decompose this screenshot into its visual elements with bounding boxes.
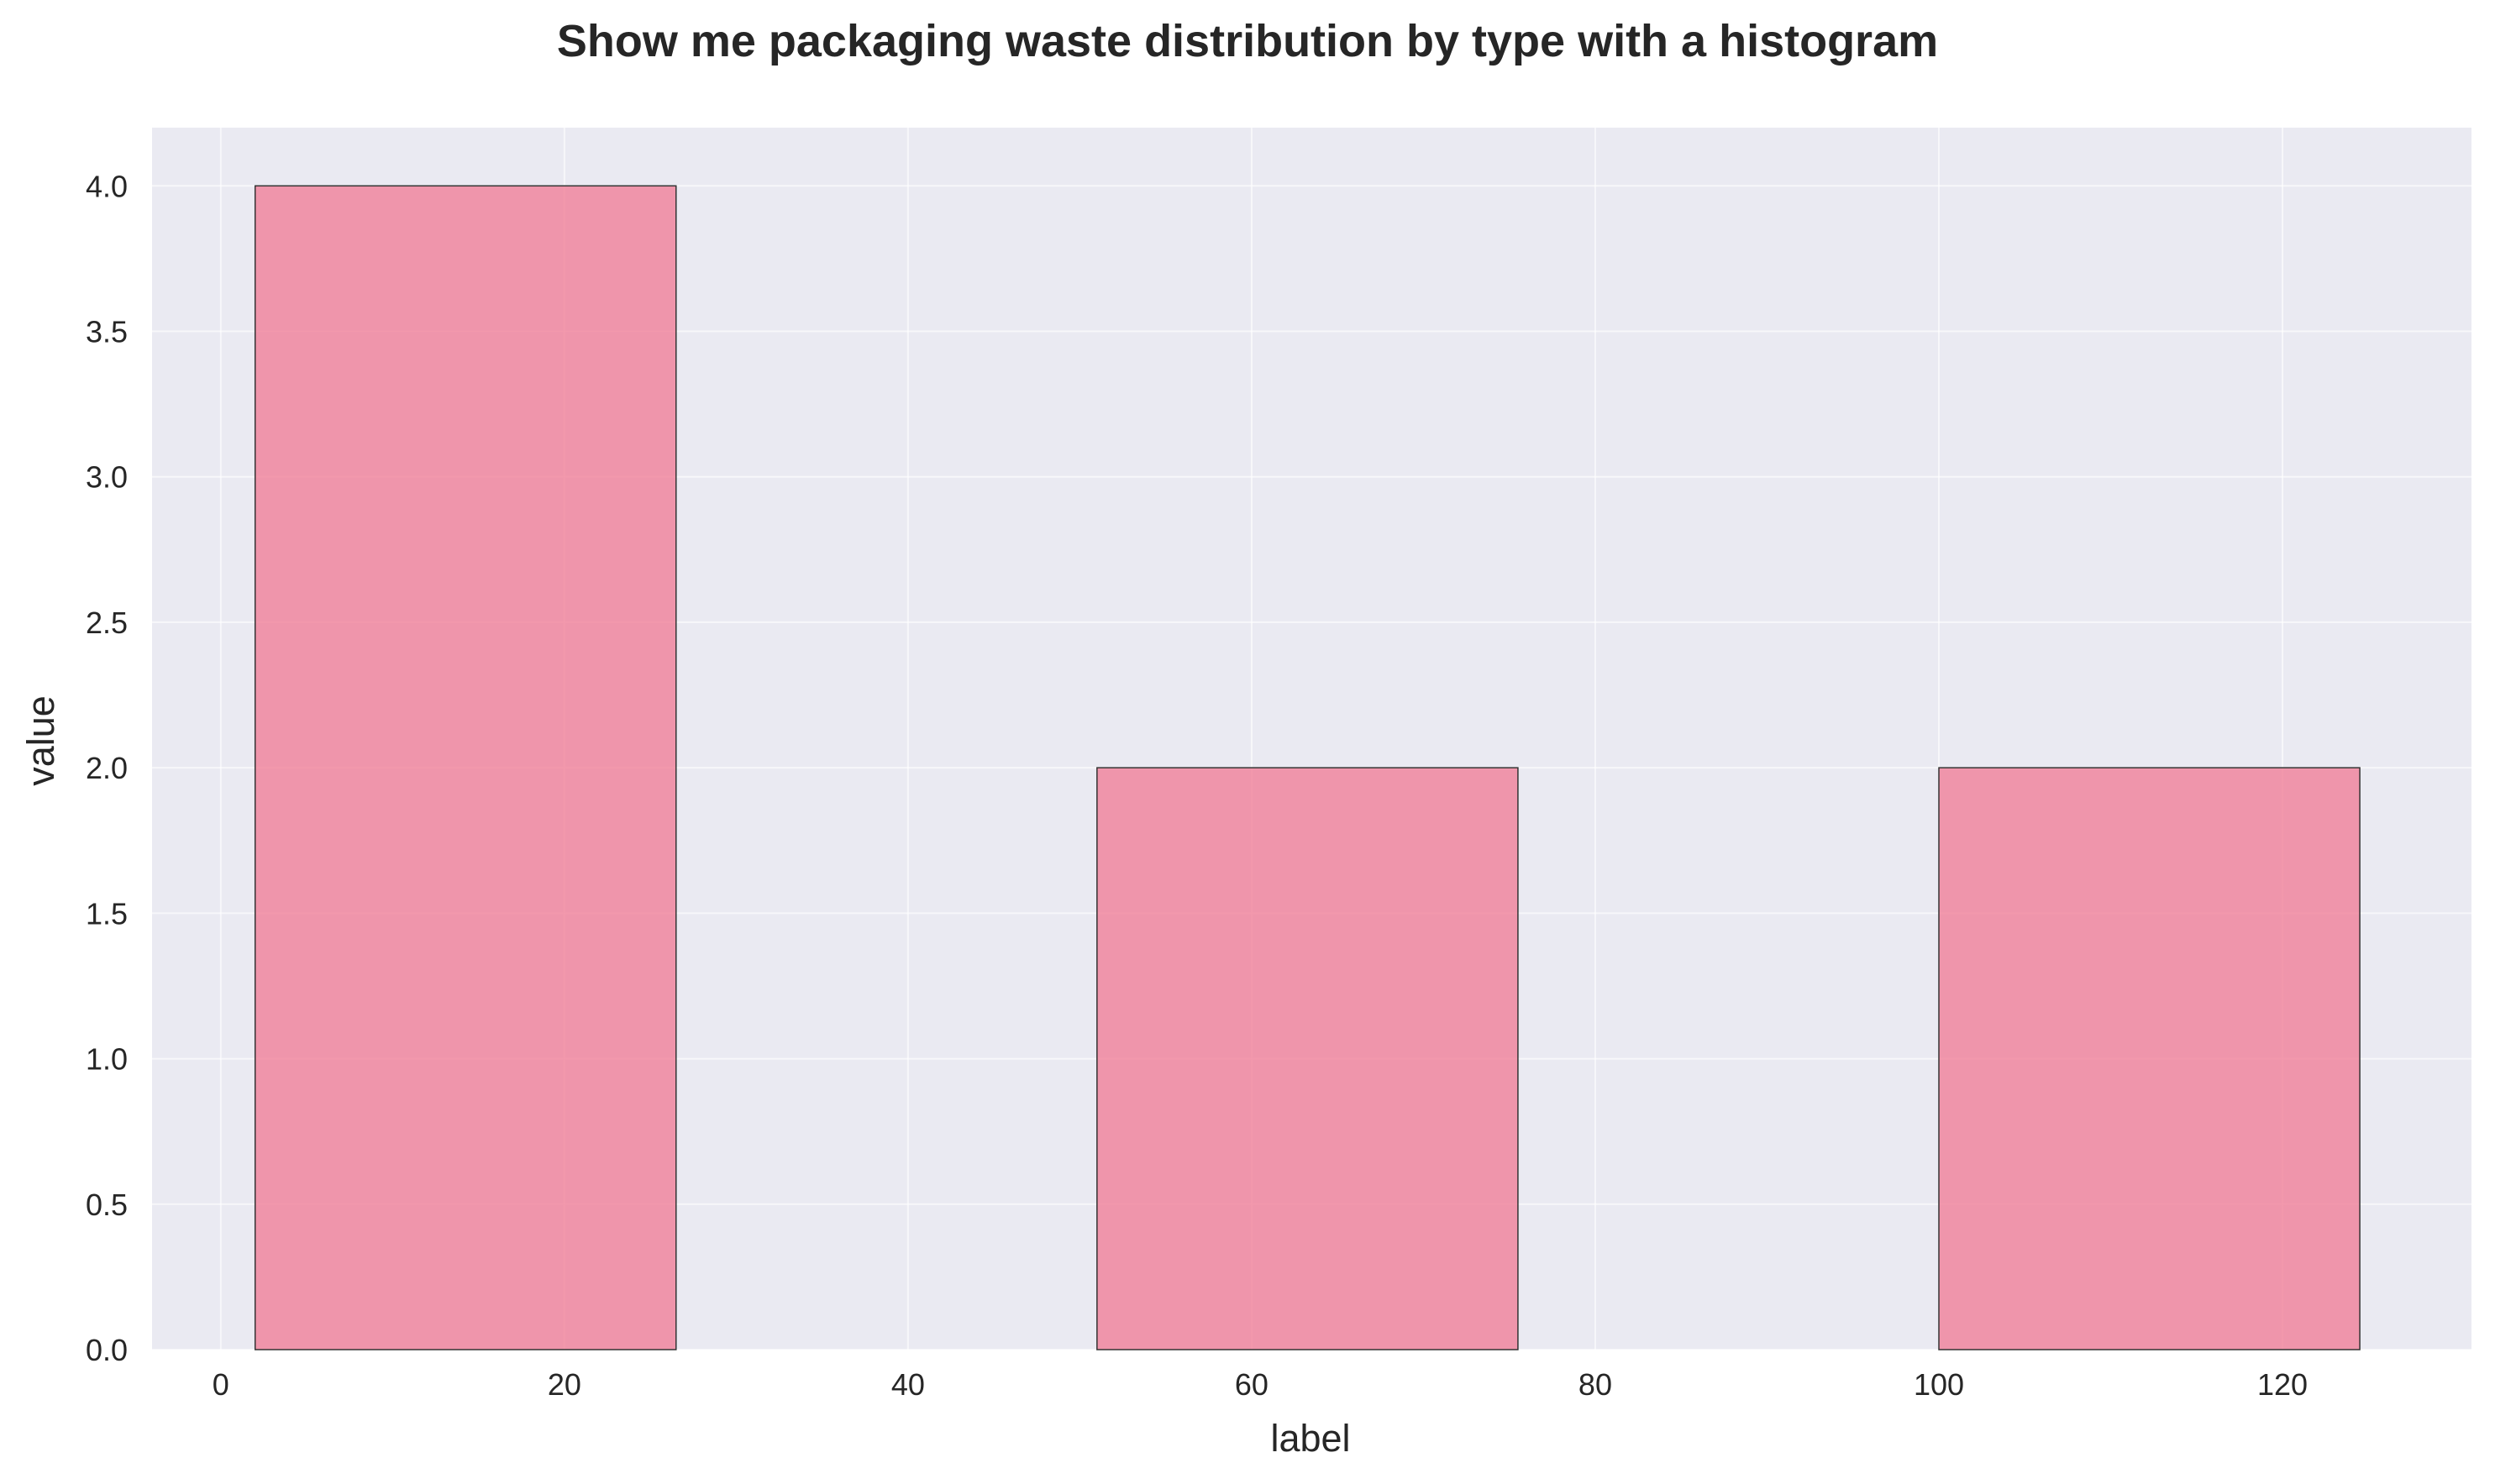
histogram-bar [1096, 767, 1519, 1350]
x-tick-label: 0 [213, 1367, 229, 1402]
y-tick-label: 4.0 [86, 169, 128, 203]
histogram-bar [1938, 767, 2361, 1350]
x-tick-label: 80 [1578, 1367, 1612, 1402]
x-tick-label: 40 [891, 1367, 925, 1402]
y-tick-label: 2.0 [86, 751, 128, 785]
y-tick-label: 0.5 [86, 1188, 128, 1222]
y-tick-label: 3.5 [86, 315, 128, 349]
y-axis-label: value [19, 695, 62, 786]
histogram-bar [254, 185, 677, 1350]
histogram-bars [254, 185, 2361, 1350]
x-tick-label: 100 [1914, 1367, 1964, 1402]
x-tick-label: 60 [1235, 1367, 1269, 1402]
y-tick-label: 3.0 [86, 460, 128, 495]
chart-title: Show me packaging waste distribution by … [557, 16, 1938, 66]
y-tick-label: 1.0 [86, 1042, 128, 1077]
x-tick-label: 20 [548, 1367, 581, 1402]
y-tick-label: 2.5 [86, 606, 128, 640]
x-tick-label: 120 [2257, 1367, 2308, 1402]
y-tick-label: 0.0 [86, 1333, 128, 1367]
x-axis-ticks: 0 20 40 60 80 100 120 [213, 1367, 2308, 1402]
y-axis-ticks: 0.0 0.5 1.0 1.5 2.0 2.5 3.0 3.5 4.0 [86, 169, 128, 1367]
y-tick-label: 1.5 [86, 896, 128, 931]
x-axis-label: label [1270, 1417, 1350, 1460]
